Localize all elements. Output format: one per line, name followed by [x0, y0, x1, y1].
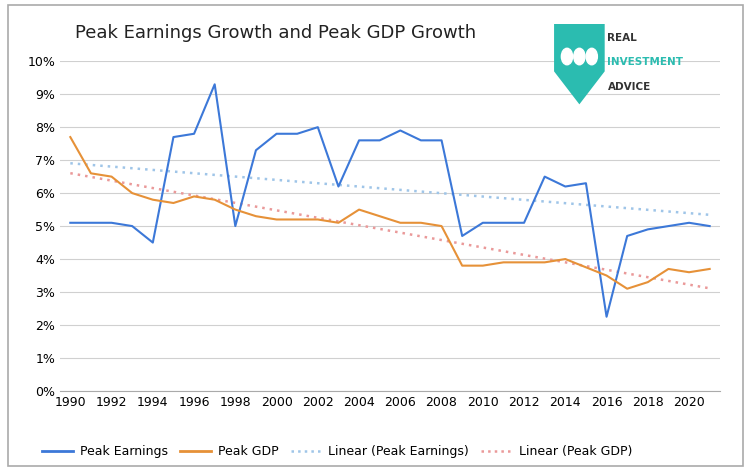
Polygon shape [554, 24, 604, 104]
Circle shape [586, 48, 597, 65]
Text: REAL: REAL [608, 32, 638, 42]
Text: ADVICE: ADVICE [608, 82, 651, 92]
Legend: Peak Earnings, Peak GDP, Linear (Peak Earnings), Linear (Peak GDP): Peak Earnings, Peak GDP, Linear (Peak Ea… [37, 440, 638, 463]
Circle shape [574, 48, 585, 65]
Circle shape [561, 48, 573, 65]
Text: INVESTMENT: INVESTMENT [608, 57, 683, 67]
Text: Peak Earnings Growth and Peak GDP Growth: Peak Earnings Growth and Peak GDP Growth [75, 24, 476, 42]
